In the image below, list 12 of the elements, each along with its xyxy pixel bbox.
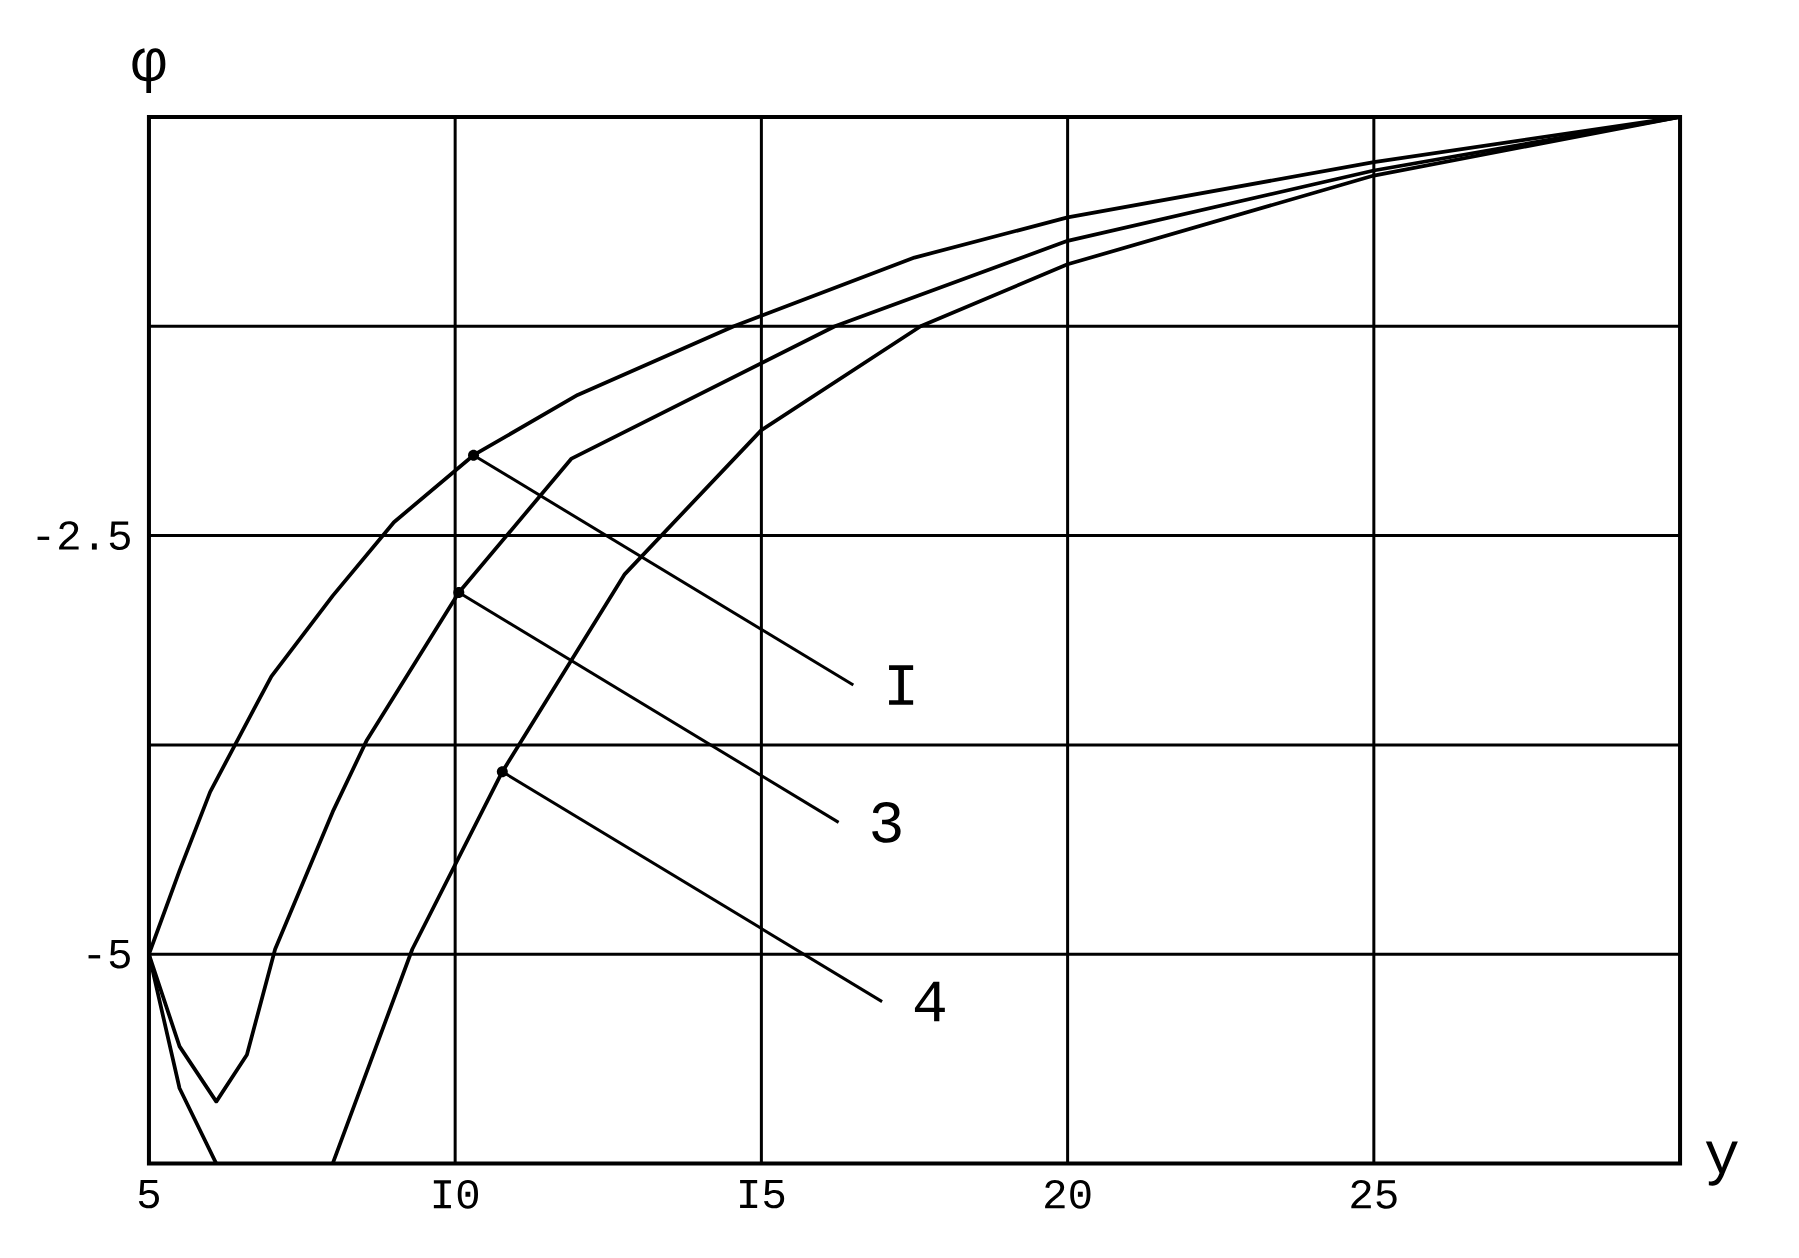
x-tick-label: I5: [740, 1179, 785, 1209]
x-tick-label: 20: [1045, 1179, 1091, 1209]
x-axis-title: y: [1705, 1141, 1738, 1186]
annotation: 4: [914, 981, 945, 1022]
y-tick-label: -2.5: [37, 521, 130, 550]
y-axis-title: φ: [132, 48, 166, 93]
x-tick-label: 25: [1351, 1179, 1397, 1209]
annotation: 3: [872, 801, 901, 843]
x-tick-label: I0: [433, 1179, 479, 1209]
x-tick-label: 5: [138, 1179, 159, 1209]
annotation: I: [889, 665, 914, 705]
y-tick-label: -5: [88, 939, 130, 969]
